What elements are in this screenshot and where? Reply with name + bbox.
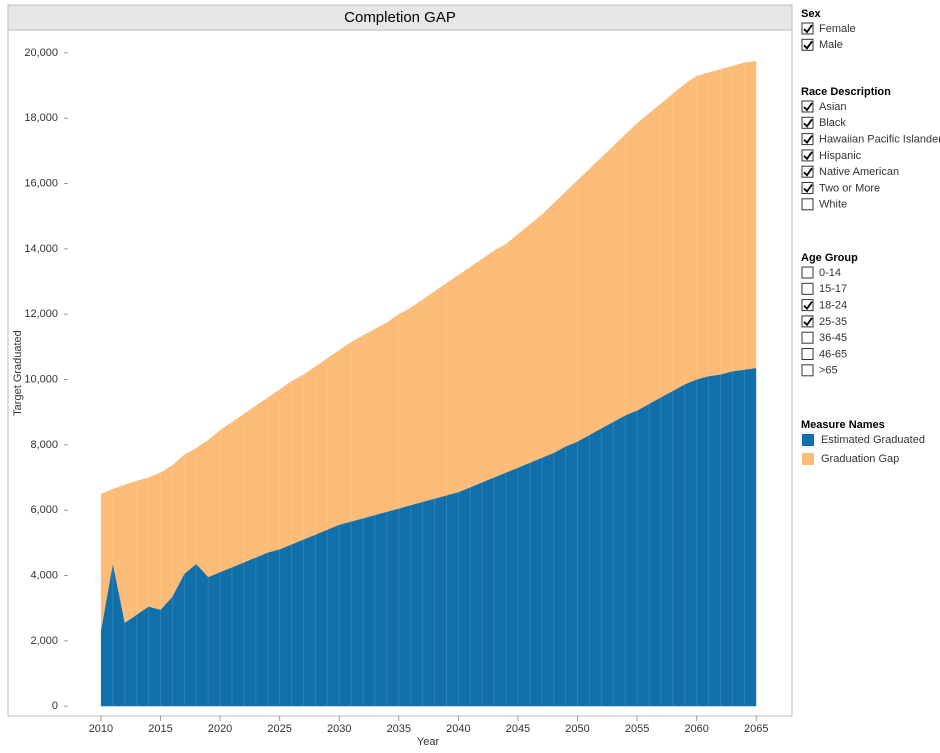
area-graduation-gap [100,61,757,632]
checkbox[interactable] [801,22,814,35]
y-tick-label: 2,000 [30,635,58,647]
checkbox-label[interactable]: Two or More [819,182,880,194]
checkbox-label[interactable]: Hispanic [819,150,862,162]
y-tick-label: 14,000 [24,243,58,255]
checkbox-label[interactable]: >65 [819,365,838,377]
checkbox[interactable] [801,348,814,360]
checkbox[interactable] [801,133,814,146]
checkmark [803,118,813,128]
legend-swatch [802,434,814,446]
x-tick-label: 2060 [684,723,708,735]
y-tick-label: 10,000 [24,373,58,385]
x-tick-label: 2025 [267,723,291,735]
y-tick-label: 4,000 [30,569,58,581]
y-tick-label: 6,000 [30,504,58,516]
y-tick-label: 8,000 [30,439,58,451]
x-tick-label: 2055 [625,723,649,735]
checkmark [803,40,813,50]
checkbox-label[interactable]: 0-14 [819,267,841,279]
x-tick-label: 2050 [565,723,589,735]
checkbox-label[interactable]: Asian [819,101,847,113]
checkbox[interactable] [801,149,814,162]
x-tick-label: 2020 [208,723,232,735]
filter-title: Sex [801,8,821,20]
checkbox[interactable] [801,282,814,295]
legend-swatch [802,453,814,465]
checkbox-label[interactable]: Male [819,39,843,51]
x-tick-label: 2015 [148,723,172,735]
checkbox[interactable] [801,116,814,129]
checkbox-label[interactable]: 25-35 [819,316,847,328]
plot-frame [7,29,793,717]
title-bar [7,4,793,31]
legend-title: Measure Names [801,419,885,431]
x-tick-label: 2035 [387,723,411,735]
x-tick-label: 2040 [446,723,470,735]
checkbox-label[interactable]: Female [819,23,856,35]
checkmark [803,102,813,112]
y-tick-label: 18,000 [24,112,58,124]
checkbox-label[interactable]: 15-17 [819,283,847,295]
y-tick-label: 0 [52,700,58,712]
checkbox[interactable] [801,364,814,377]
checkbox-label[interactable]: Native American [819,166,899,178]
checkbox-label[interactable]: Hawaiian Pacific Islander [819,134,940,146]
area-estimated-graduated [100,368,757,707]
x-tick-label: 2030 [327,723,351,735]
checkbox[interactable] [801,315,814,328]
checkbox[interactable] [801,198,814,211]
checkbox[interactable] [801,266,814,279]
checkbox[interactable] [801,100,814,113]
checkbox-label[interactable]: 46-65 [819,348,847,360]
x-axis-title: Year [417,736,440,748]
x-tick-label: 2010 [89,723,113,735]
y-tick-label: 16,000 [24,177,58,189]
x-tick-label: 2065 [744,723,768,735]
checkbox-label[interactable]: 36-45 [819,332,847,344]
checkmark [803,151,813,161]
legend-label: Graduation Gap [821,453,899,465]
filter-title: Race Description [801,86,891,98]
legend-label: Estimated Graduated [821,434,925,446]
y-tick-label: 20,000 [24,47,58,59]
checkmark [803,301,813,310]
checkmark [803,135,813,144]
checkbox[interactable] [801,299,814,312]
y-tick-label: 12,000 [24,308,58,320]
y-axis-title: Target Graduated [12,330,24,416]
checkbox-label[interactable]: White [819,199,847,211]
filter-title: Age Group [801,252,858,264]
checkbox[interactable] [801,182,814,194]
checkmark [803,183,813,193]
checkbox[interactable] [801,38,814,51]
checkmark [803,317,813,327]
checkbox-label[interactable]: Black [819,117,846,129]
checkmark [803,167,813,177]
checkbox[interactable] [801,165,814,178]
x-tick-label: 2045 [506,723,530,735]
checkbox[interactable] [801,331,814,344]
chart-title: Completion GAP [344,9,456,26]
checkbox-label[interactable]: 18-24 [819,300,847,312]
checkmark [803,24,813,34]
